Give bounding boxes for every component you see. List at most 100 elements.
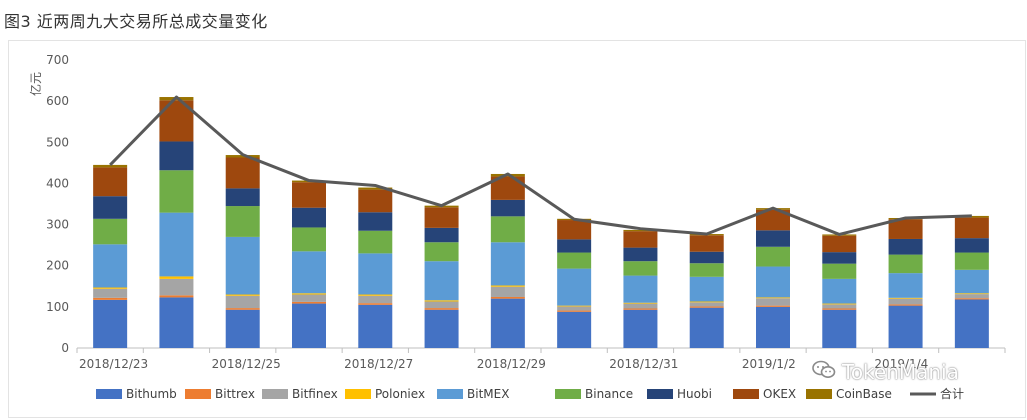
bar-segment-okex [424, 207, 459, 228]
bar-segment-bittrex [225, 308, 260, 310]
bar-segment-huobi [557, 239, 592, 253]
bar-segment-okex [93, 167, 128, 197]
bar-segment-bitmex [954, 269, 989, 294]
bar-segment-okex [888, 219, 923, 239]
bar-segment-huobi [292, 207, 326, 228]
bar-segment-coinbase [225, 155, 260, 158]
bar-segment-bithumb [292, 303, 326, 348]
figure-title: 图3 近两周九大交易所总成交量变化 [4, 12, 268, 31]
bar-segment-bithumb [557, 311, 592, 348]
bar-segment-bithumb [490, 298, 525, 348]
bar-segment-bittrex [822, 308, 857, 310]
bar-segment-coinbase [358, 187, 393, 190]
bar-segment-bitfinex [557, 306, 592, 311]
bar-segment-bithumb [822, 309, 857, 348]
bar-segment-poloniex [225, 294, 260, 296]
bar-segment-bithumb [159, 297, 194, 348]
bar-segment-bitfinex [888, 298, 923, 305]
bar-segment-huobi [358, 212, 393, 231]
legend-label: Poloniex [375, 387, 425, 401]
bar-segment-bitmex [424, 261, 459, 301]
legend-swatch-huobi [647, 389, 673, 399]
legend-label: BitMEX [467, 387, 509, 401]
total-line [109, 95, 972, 236]
bar-segment-bithumb [954, 299, 989, 348]
bar-segment-binance [358, 230, 393, 254]
bar-segment-poloniex [490, 285, 525, 287]
bar-segment-poloniex [159, 276, 194, 279]
bar-segment-bittrex [424, 308, 459, 310]
bar-segment-bittrex [292, 301, 326, 304]
bar-segment-bittrex [93, 297, 128, 300]
bar-segment-bitmex [756, 266, 790, 298]
bar-segment-bithumb [689, 307, 724, 348]
legend-label: Bittrex [215, 387, 255, 401]
bar-segment-okex [822, 235, 857, 253]
x-tick-label: 2019/1/4 [874, 357, 928, 371]
x-tick-label: 2018/12/27 [344, 357, 413, 371]
bar-segment-binance [756, 246, 790, 267]
bar-segment-bitfinex [93, 288, 128, 298]
bar-segment-huobi [954, 238, 989, 253]
bar-segment-huobi [756, 230, 790, 247]
bar-segment-binance [159, 170, 194, 213]
bar-segment-huobi [424, 227, 459, 243]
bar-segment-poloniex [822, 303, 857, 305]
bar-segment-poloniex [358, 294, 393, 296]
y-tick-label: 100 [46, 300, 69, 314]
bar-segment-bitmex [623, 275, 658, 303]
bar-segment-poloniex [888, 297, 923, 299]
bar-segment-bithumb [424, 309, 459, 348]
legend-swatch-binance [555, 389, 581, 399]
bar-segment-huobi [888, 238, 923, 255]
bar-segment-poloniex [292, 293, 326, 295]
bar-segment-okex [623, 231, 658, 248]
bar-segment-bithumb [93, 299, 128, 348]
y-tick-label: 300 [46, 218, 69, 232]
wechat-icon [812, 360, 836, 382]
bar-segment-binance [292, 227, 326, 252]
bar-segment-bitmex [93, 244, 128, 288]
bar-segment-binance [424, 242, 459, 262]
bar-segment-bitmex [490, 242, 525, 286]
bar-segment-binance [225, 206, 260, 237]
bar-segment-bitfinex [756, 298, 790, 306]
bar-segment-huobi [159, 141, 194, 171]
bar-segment-bitmex [159, 212, 194, 277]
bar-segment-huobi [623, 247, 658, 262]
bar-segment-bittrex [623, 308, 658, 310]
bar-segment-bitfinex [159, 278, 194, 296]
bar-segment-poloniex [689, 301, 724, 303]
x-tick-label: 2018/12/23 [79, 357, 148, 371]
y-tick-label: 600 [46, 94, 69, 108]
bar-segment-huobi [689, 251, 724, 264]
bar-segment-bitmex [557, 268, 592, 306]
legend-swatch-bithumb [96, 389, 122, 399]
bar-segment-poloniex [954, 293, 989, 295]
legend-swatch-bitfinex [262, 389, 288, 399]
bar-segment-coinbase [623, 229, 658, 232]
watermark: TokenMania [812, 360, 959, 384]
bar-segment-bithumb [888, 305, 923, 348]
legend-swatch-bittrex [185, 389, 211, 399]
bar-segment-poloniex [756, 297, 790, 299]
bar-segment-bitfinex [822, 304, 857, 309]
bar-segment-binance [93, 218, 128, 245]
bar-segment-bitfinex [225, 295, 260, 309]
bar-segment-bitfinex [292, 294, 326, 302]
y-tick-label: 500 [46, 135, 69, 149]
bar-segment-bitfinex [689, 302, 724, 307]
legend-swatch-bitmex [437, 389, 463, 399]
y-tick-label: 0 [61, 341, 69, 355]
bar-segment-poloniex [93, 287, 128, 289]
bar-segment-coinbase [93, 164, 128, 168]
x-tick-label: 2018/12/25 [212, 357, 281, 371]
bar-segment-okex [689, 235, 724, 252]
bar-segment-binance [822, 263, 857, 279]
legend-swatch-poloniex [345, 389, 371, 399]
bar-segment-binance [954, 252, 989, 270]
bar-segment-bithumb [623, 309, 658, 348]
bar-segment-bitfinex [424, 301, 459, 309]
bar-segment-bittrex [159, 295, 194, 298]
